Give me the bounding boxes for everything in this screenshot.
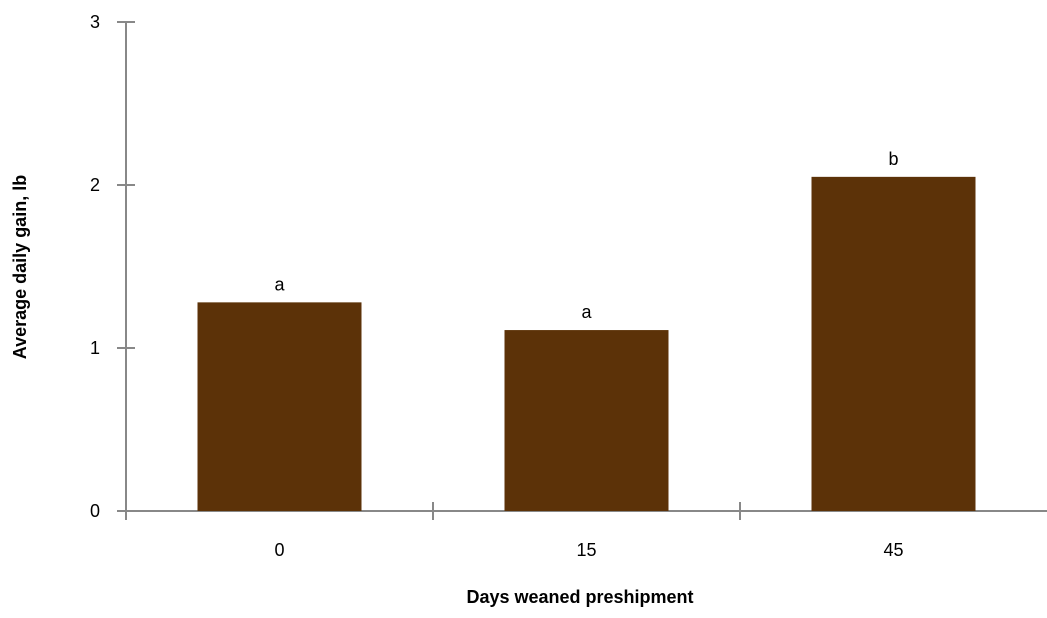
y-axis: 0 1 2 3: [90, 12, 135, 521]
bar-data-label: b: [888, 149, 898, 169]
x-axis-title: Days weaned preshipment: [466, 587, 693, 607]
data-labels: a a b: [274, 149, 898, 322]
y-tick-label: 0: [90, 501, 100, 521]
x-tick-label: 0: [274, 540, 284, 560]
y-tick-label: 1: [90, 338, 100, 358]
y-tick-label: 2: [90, 175, 100, 195]
bar: [197, 302, 362, 511]
bar-data-label: a: [581, 302, 592, 322]
x-tick-label: 15: [576, 540, 596, 560]
x-tick-label: 45: [883, 540, 903, 560]
bar-data-label: a: [274, 274, 285, 294]
bar: [504, 330, 669, 511]
bars: [197, 176, 976, 511]
bar: [811, 176, 976, 511]
y-tick-label: 3: [90, 12, 100, 32]
y-axis-title: Average daily gain, lb: [10, 175, 30, 359]
